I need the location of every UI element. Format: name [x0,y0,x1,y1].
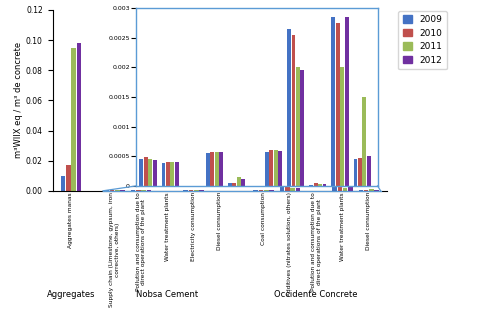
Bar [296,67,300,186]
Bar [362,97,366,186]
Bar [175,162,179,186]
Bar [140,159,143,186]
Bar [285,187,290,191]
Bar [148,159,152,186]
Bar [318,184,322,186]
Bar [340,67,344,186]
Bar [184,190,188,191]
Text: Occidente Concrete: Occidente Concrete [274,291,358,299]
Bar [215,152,218,186]
Text: Aggregates: Aggregates [47,291,95,299]
Bar [131,190,135,191]
Bar [278,151,282,186]
Bar [270,150,273,186]
Bar [61,176,65,191]
Bar [314,183,317,186]
Bar [162,164,165,186]
Bar [354,159,358,186]
Y-axis label: m³WIIX eq / m³ de concrete: m³WIIX eq / m³ de concrete [14,42,23,158]
Text: Nobsa Cement: Nobsa Cement [136,291,198,299]
Bar [194,190,198,191]
Bar [241,179,245,186]
Bar [166,162,170,186]
Bar [171,162,174,186]
Bar [290,188,295,191]
Bar [71,48,76,191]
Bar [253,190,258,191]
Bar [369,189,374,191]
Bar [141,190,146,191]
Bar [147,190,151,191]
Bar [136,190,141,191]
Bar [265,152,269,186]
Bar [206,153,210,186]
Bar [280,187,284,191]
Bar [345,17,348,186]
Bar [120,190,125,191]
Bar [348,187,353,191]
Bar [295,188,300,191]
Bar [274,150,278,186]
Bar [309,185,313,186]
Bar [358,190,363,191]
Bar [219,152,223,186]
Bar [269,190,274,191]
Bar [189,190,193,191]
Bar [76,43,81,191]
Bar [367,156,371,186]
Bar [300,70,304,186]
Bar [264,190,269,191]
Bar [210,152,214,186]
Bar [237,177,241,186]
Bar [337,187,342,191]
Bar [144,158,148,186]
Bar [332,187,337,191]
Bar [232,183,236,186]
Bar [331,17,335,186]
Bar [374,190,379,191]
Bar [259,190,263,191]
Bar [323,184,326,186]
Bar [336,23,340,186]
Bar [292,35,295,186]
Bar [358,158,362,186]
Bar [66,165,71,191]
Bar [343,188,348,191]
Bar [199,190,204,191]
Legend: 2009, 2010, 2011, 2012: 2009, 2010, 2011, 2012 [398,11,446,69]
Bar [153,161,157,186]
Bar [110,190,114,191]
Bar [228,183,232,186]
Bar [287,29,291,186]
Bar [105,190,109,191]
Bar [115,190,120,191]
Bar [364,190,369,191]
